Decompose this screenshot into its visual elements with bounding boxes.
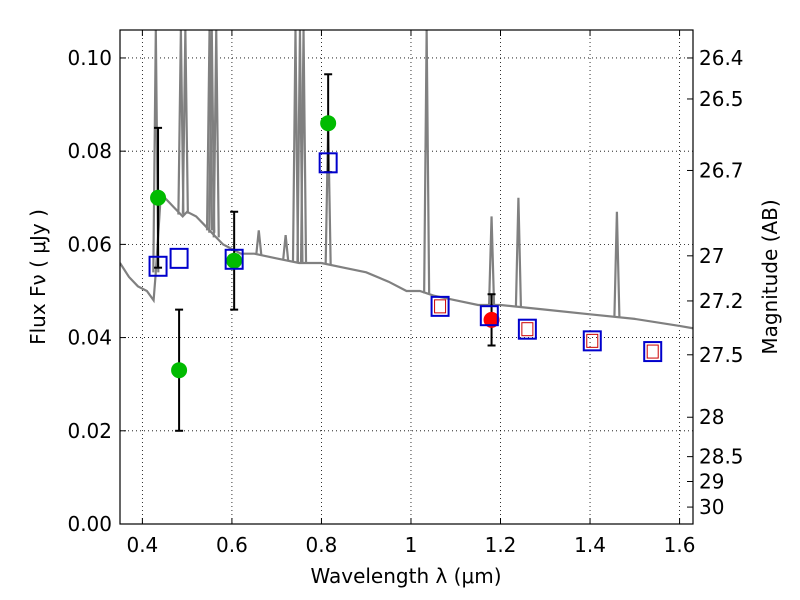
model-point-inner (586, 333, 599, 348)
x-tick-label: 1.4 (574, 533, 606, 557)
y-axis-label: Flux Fν ( μJy ) (26, 209, 50, 345)
marker-layer (148, 73, 663, 432)
mag-tick-label: 30 (699, 495, 724, 519)
emission-line (613, 211, 621, 318)
data-point (483, 311, 500, 328)
data-point (320, 115, 337, 132)
data-point (150, 189, 167, 206)
mag-tick-label: 28 (699, 405, 724, 429)
x-tick-label: 0.8 (306, 533, 338, 557)
model-point (643, 341, 663, 363)
emission-line (299, 30, 308, 264)
mag-tick-label: 29 (699, 469, 724, 493)
mag-tick-label: 27 (699, 244, 724, 268)
plot-frame (119, 29, 694, 525)
model-point (169, 247, 189, 269)
mag-tick-label: 27.5 (699, 343, 744, 367)
x-tick-label: 1.2 (485, 533, 517, 557)
emission-line (177, 30, 185, 215)
tick-layer: 0.4 0.6 0.8 1 1.2 1.4 1.6 0.00 0.02 0.04 0.06 0.08 0… (67, 30, 744, 557)
y-tick-label: 0.08 (67, 139, 112, 163)
emission-line (212, 30, 220, 238)
model-point (517, 318, 537, 340)
emission-line (291, 30, 300, 263)
mag-tick-label: 26.7 (699, 158, 744, 182)
emission-line (181, 30, 189, 214)
y-tick-label: 0.02 (67, 419, 112, 443)
spectrum-line (120, 196, 693, 330)
y-tick-label: 0.04 (67, 326, 112, 350)
model-point (318, 152, 338, 174)
data-layer (120, 30, 693, 330)
y-tick-label: 0.00 (67, 512, 112, 536)
emission-line (208, 30, 216, 233)
right-axis-label: Magnitude (AB) (758, 199, 782, 354)
y-tick-label: 0.06 (67, 232, 112, 256)
x-tick-label: 1 (405, 533, 418, 557)
x-tick-label: 0.4 (126, 533, 158, 557)
emission-line (255, 230, 263, 255)
model-point-inner (646, 344, 659, 359)
model-point (582, 330, 602, 352)
mag-tick-label: 28.5 (699, 445, 744, 469)
data-point (226, 252, 243, 269)
y-tick-label: 0.10 (67, 46, 112, 70)
x-tick-label: 0.6 (216, 533, 248, 557)
mag-tick-label: 26.5 (699, 87, 744, 111)
mag-tick-label: 26.4 (699, 46, 744, 70)
emission-line (282, 234, 290, 261)
model-point-inner (434, 299, 447, 314)
model-point-inner (521, 322, 534, 337)
model-point (430, 295, 450, 317)
emission-line (423, 30, 431, 294)
model-point (224, 248, 244, 270)
mag-tick-label: 27.2 (699, 289, 744, 313)
x-axis-label: Wavelength λ (μm) (310, 564, 501, 588)
x-tick-label: 1.6 (664, 533, 696, 557)
data-point (171, 362, 188, 379)
grid-layer (120, 30, 693, 525)
emission-line (487, 216, 496, 305)
emission-line (514, 197, 523, 307)
model-point (479, 305, 499, 327)
model-point (148, 255, 168, 277)
